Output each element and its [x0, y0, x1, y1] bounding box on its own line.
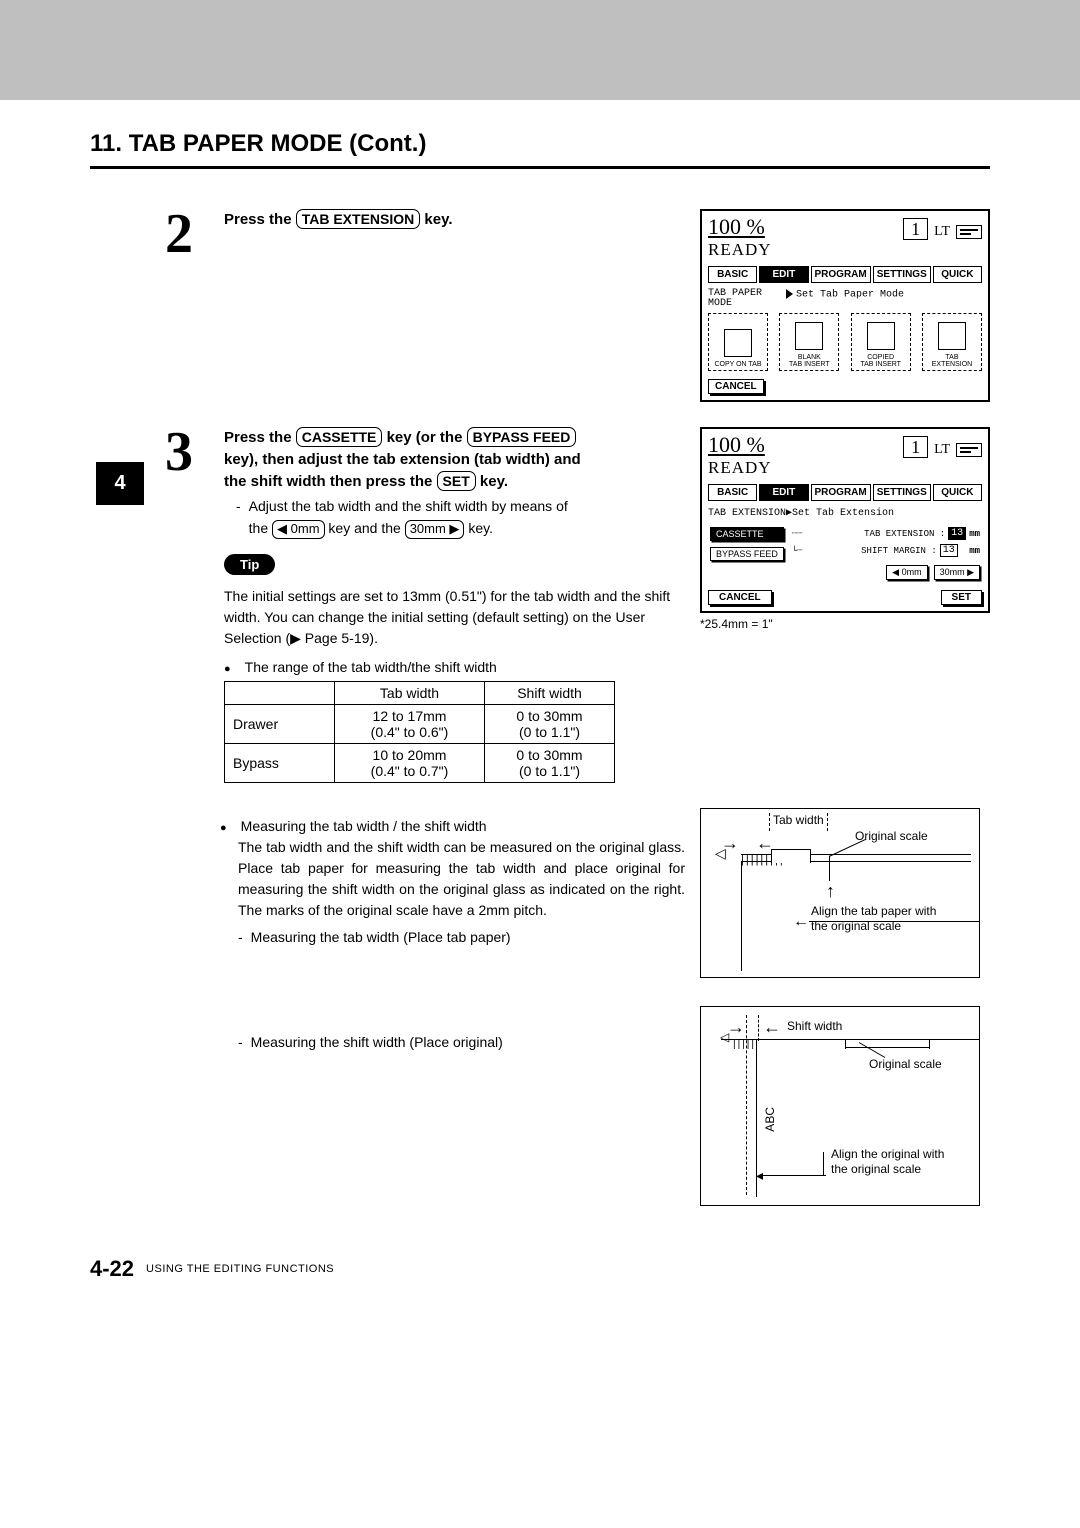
- lcd2-shift-value: 13: [940, 544, 958, 557]
- tip-label: Tip: [224, 554, 275, 575]
- lcd1-percent: 100 %: [708, 214, 765, 240]
- lcd-panel-2: 100 % 1 LT READY BASIC EDIT PROGRAM SETT…: [700, 427, 990, 613]
- bypass-feed-key: BYPASS FEED: [467, 427, 577, 447]
- footer-page-number: 4-22: [90, 1256, 134, 1282]
- paper-icon: [956, 443, 982, 457]
- lcd2-tab-basic: BASIC: [708, 484, 757, 501]
- lcd1-tab-program: PROGRAM: [811, 266, 871, 283]
- lcd2-set-button: SET: [941, 590, 982, 605]
- table-cell: 0 to 30mm(0 to 1.1"): [485, 704, 615, 743]
- lcd1-tab-basic: BASIC: [708, 266, 757, 283]
- lcd1-ready: READY: [708, 240, 982, 260]
- abc-label: ABC: [763, 1107, 777, 1132]
- measure-sub-1: -Measuring the tab width (Place tab pape…: [238, 927, 685, 949]
- shift-width-diagram: → ← Shift width ◁ ||||||| Original scale…: [700, 1006, 980, 1206]
- page-title: 11. TAB PAPER MODE (Cont.): [90, 130, 990, 158]
- cassette-key: CASSETTE: [296, 427, 383, 447]
- measure-paragraph: The tab width and the shift width can be…: [238, 837, 685, 921]
- conversion-note: *25.4mm = 1": [700, 617, 990, 631]
- lcd1-tab-edit: EDIT: [759, 266, 808, 283]
- chapter-tab: 4: [96, 462, 143, 505]
- footer-section-title: USING THE EDITING FUNCTIONS: [146, 1263, 334, 1275]
- tip-text: The initial settings are set to 13mm (0.…: [224, 586, 685, 649]
- step-2-instruction: Press the TAB EXTENSION key.: [224, 209, 685, 231]
- mode-copy-on-tab: COPY ON TAB: [708, 313, 768, 371]
- lcd2-bypass-button: BYPASS FEED: [710, 547, 784, 561]
- title-rule: [90, 166, 990, 169]
- measure-sub-2: -Measuring the shift width (Place origin…: [238, 1032, 685, 1054]
- table-row-label: Bypass: [225, 743, 335, 782]
- table-row-label: Drawer: [225, 704, 335, 743]
- range-heading: The range of the tab width/the shift wid…: [224, 659, 685, 675]
- measure-heading: Measuring the tab width / the shift widt…: [220, 818, 685, 834]
- table-cell: 0 to 30mm(0 to 1.1"): [485, 743, 615, 782]
- step-3-detail: - Adjust the tab width and the shift wid…: [236, 496, 685, 539]
- lcd2-tab-quick: QUICK: [933, 484, 982, 501]
- mode-blank-tab: BLANKTAB INSERT: [779, 313, 839, 371]
- step-2-number: 2: [165, 209, 220, 259]
- step-3-instruction: Press the CASSETTE key (or the BYPASS FE…: [224, 427, 685, 492]
- lcd1-tab-settings: SETTINGS: [873, 266, 931, 283]
- lcd2-tab-settings: SETTINGS: [873, 484, 931, 501]
- lcd1-tab-quick: QUICK: [933, 266, 982, 283]
- lcd2-cancel-button: CANCEL: [708, 590, 772, 605]
- lcd2-tab-ext-value: 13: [948, 527, 966, 540]
- header-bar: [0, 0, 1080, 100]
- lcd2-tab-program: PROGRAM: [811, 484, 871, 501]
- lcd2-30mm-button: 30mm ▶: [934, 565, 980, 580]
- lcd2-breadcrumb: TAB EXTENSION▶Set Tab Extension: [708, 507, 982, 519]
- lcd1-cancel-button: CANCEL: [708, 379, 764, 394]
- range-table: Tab width Shift width Drawer 12 to 17mm(…: [224, 681, 615, 783]
- page-footer: 4-22 USING THE EDITING FUNCTIONS: [90, 1256, 990, 1282]
- lcd1-count: 1: [903, 218, 928, 240]
- mode-tab-extension: TABEXTENSION: [922, 313, 982, 371]
- table-cell: 10 to 20mm(0.4" to 0.7"): [335, 743, 485, 782]
- mode-copied-tab: COPIEDTAB INSERT: [851, 313, 911, 371]
- lcd1-lt: LT: [934, 224, 950, 239]
- lcd2-tab-edit: EDIT: [759, 484, 808, 501]
- thirty-mm-key: 30mm ▶: [405, 520, 465, 539]
- tab-width-diagram: Tab width Original scale → ← ◁ |||||||||…: [700, 808, 980, 978]
- step-3-number: 3: [165, 427, 220, 477]
- set-key: SET: [437, 471, 476, 491]
- lcd2-ready: READY: [708, 458, 982, 478]
- lcd2-count: 1: [903, 436, 928, 458]
- lcd-panel-1: 100 % 1 LT READY BASIC EDIT PROGRAM SETT…: [700, 209, 990, 402]
- lcd2-cassette-button: CASSETTE: [710, 527, 784, 541]
- lcd2-lt: LT: [934, 442, 950, 457]
- zero-mm-key: ◀ 0mm: [272, 520, 325, 539]
- tab-extension-key: TAB EXTENSION: [296, 209, 421, 229]
- lcd2-0mm-button: ◀ 0mm: [886, 565, 927, 580]
- lcd2-percent: 100 %: [708, 432, 765, 458]
- paper-icon: [956, 225, 982, 239]
- table-cell: 12 to 17mm(0.4" to 0.6"): [335, 704, 485, 743]
- lcd1-breadcrumb: TAB PAPERMODE Set Tab Paper Mode: [708, 289, 982, 309]
